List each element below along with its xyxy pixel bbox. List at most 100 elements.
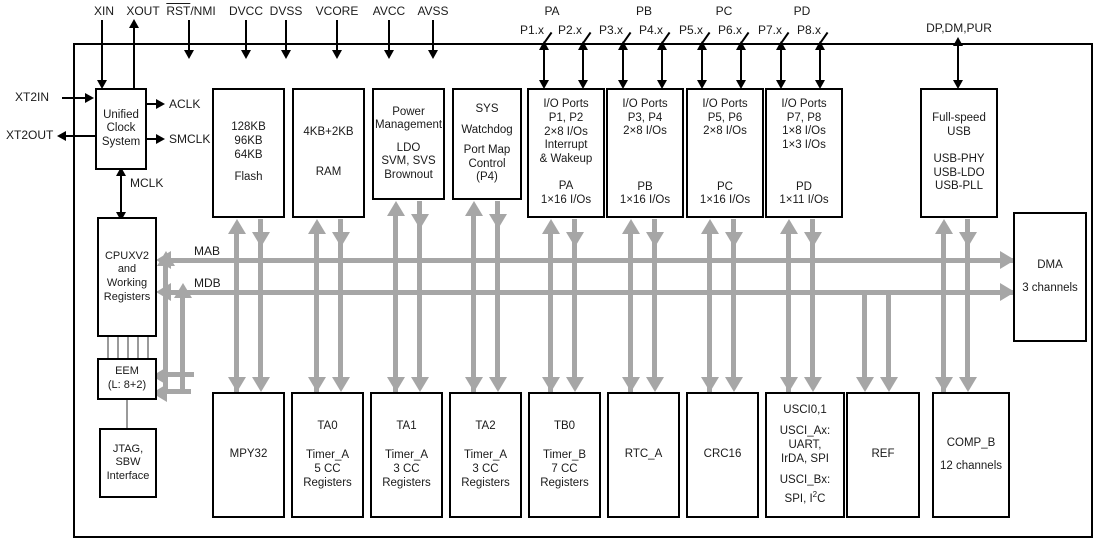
- bus-conn-usb-up-arrow-bot: [935, 377, 953, 392]
- block-ta1[interactable]: TA1 Timer_A 3 CC Registers: [370, 392, 443, 518]
- cpu-eem-hairline-2: [127, 337, 129, 358]
- arrow-p3x-up: [618, 41, 628, 50]
- block-crc16[interactable]: CRC16: [686, 392, 759, 518]
- bus-conn-pd-up-arrow-bot: [780, 377, 798, 392]
- bus-cpu-feed-b: [180, 294, 185, 394]
- block-mpy32[interactable]: MPY32: [212, 392, 285, 518]
- bus-conn-ram-up: [314, 232, 319, 392]
- arrow-avcc-down: [384, 50, 394, 59]
- usci-line-i2c: SPI, I2C: [784, 489, 826, 505]
- bus-conn-pa-up-arrow-bot: [542, 377, 560, 392]
- bus-conn-pc-up-arrow: [701, 219, 719, 234]
- bus-conn-ram-up-arrow-bot: [308, 377, 326, 392]
- block-cpuxv2[interactable]: CPUXV2 and Working Registers: [97, 217, 157, 337]
- io-pa-line-7: 1×16 I/Os: [540, 193, 592, 206]
- block-eem[interactable]: EEM (L: 8+2): [97, 358, 157, 400]
- block-tb0[interactable]: TB0 Timer_B 7 CC Registers: [528, 392, 601, 518]
- usb-line-3: USB-PHY: [933, 153, 985, 166]
- usci-line-3: UART,: [788, 438, 822, 451]
- block-ta0[interactable]: TA0 Timer_A 5 CC Registers: [291, 392, 364, 518]
- block-dma[interactable]: DMA 3 channels: [1013, 212, 1087, 342]
- bus-conn-flash-up: [234, 232, 239, 392]
- arrow-smclk-right: [156, 134, 165, 144]
- bus-conn-pc-down-arrow-bot: [725, 377, 743, 392]
- pin-label-xt2in: XT2IN: [15, 90, 50, 104]
- bus-conn-usb-up: [941, 232, 946, 392]
- ta1-line-2: Timer_A: [384, 449, 429, 462]
- ta2-line-0: TA2: [475, 419, 496, 432]
- eem-line-1: (L: 8+2): [107, 379, 147, 391]
- block-flash[interactable]: 128KB 96KB 64KB Flash: [212, 88, 285, 218]
- bus-conn-pm-up: [393, 214, 398, 392]
- block-jtag-sbw[interactable]: JTAG, SBW Interface: [99, 428, 157, 498]
- cpu-eem-hairline-4: [147, 337, 149, 358]
- bus-cpu-feed-b-arrow: [174, 283, 192, 298]
- ucs-line-1: Clock: [106, 122, 136, 135]
- cpu-eem-hairline-1: [117, 337, 119, 358]
- port-group-label-pb: PB: [635, 4, 652, 18]
- block-io-ports-pb[interactable]: I/O Ports P3, P4 2×8 I/Os PB 1×16 I/Os: [606, 88, 684, 218]
- usci-line-0: USCI0,1: [783, 403, 827, 416]
- ta2-line-2: Timer_A: [463, 449, 508, 462]
- ram-line-0: 4KB+2KB: [303, 126, 354, 139]
- signal-line-xin: [101, 20, 103, 82]
- sys-line-6: (P4): [476, 171, 498, 184]
- block-rtc-a[interactable]: RTC_A: [607, 392, 680, 518]
- arrow-mclk-down: [116, 212, 126, 221]
- pin-label-p5x: P5.x: [678, 23, 703, 37]
- block-usb[interactable]: Full-speed USB USB-PHY USB-LDO USB-PLL: [920, 88, 998, 218]
- bus-conn-pc-up-arrow-bot: [701, 377, 719, 392]
- bus-conn-usb-down-arrow-top: [959, 232, 977, 247]
- comp-line-0: COMP_B: [946, 436, 996, 449]
- bus-conn-ref-a: [862, 294, 867, 380]
- bus-conn-usb-down-arrow-bot: [959, 377, 977, 392]
- bus-conn-pm-down-arrow-bot: [411, 377, 429, 392]
- nmi-text: /NMI: [190, 4, 216, 18]
- block-ram[interactable]: 4KB+2KB RAM: [292, 88, 365, 218]
- arrow-xt2in-right: [85, 93, 94, 103]
- cpu-line-3: Registers: [103, 290, 151, 303]
- pin-label-vcore: VCORE: [315, 4, 359, 18]
- pin-label-p6x: P6.x: [717, 23, 742, 37]
- signal-line-p3x: [622, 46, 624, 86]
- bus-conn-pa-up-arrow: [542, 219, 560, 234]
- block-unified-clock-system[interactable]: Unified Clock System: [95, 88, 147, 170]
- block-usci[interactable]: USCI0,1 USCI_Ax: UART, IrDA, SPI USCI_Bx…: [765, 392, 845, 518]
- pin-label-dvss: DVSS: [269, 4, 303, 18]
- comp-line-2: 12 channels: [939, 459, 1003, 472]
- arrow-p1x-up: [539, 41, 549, 50]
- block-io-ports-pa[interactable]: I/O Ports P1, P2 2×8 I/Os Interrupt & Wa…: [527, 88, 605, 218]
- signal-line-dvss: [285, 20, 287, 52]
- ta0-line-4: Registers: [303, 476, 352, 489]
- bus-conn-pc-down-arrow-top: [725, 232, 743, 247]
- sys-line-2: Watchdog: [461, 123, 513, 136]
- signal-line-mclk: [120, 175, 122, 217]
- bus-conn-flash-down-arrow-bot: [252, 377, 270, 392]
- block-ref[interactable]: REF: [846, 392, 920, 518]
- io-pc-line-0: I/O Ports: [702, 98, 748, 111]
- block-comp-b[interactable]: COMP_B 12 channels: [932, 392, 1010, 518]
- cpu-eem-hairline-0: [107, 337, 109, 358]
- io-pc-line-2: 2×8 I/Os: [703, 125, 747, 138]
- block-ta2[interactable]: TA2 Timer_A 3 CC Registers: [449, 392, 522, 518]
- usb-line-4: USB-LDO: [933, 166, 985, 179]
- block-sys[interactable]: SYS Watchdog Port Map Control (P4): [452, 88, 522, 200]
- pin-label-rst-nmi: RST/NMI: [160, 4, 222, 18]
- dma-line-2: 3 channels: [1022, 281, 1078, 294]
- block-io-ports-pc[interactable]: I/O Ports P5, P6 2×8 I/Os PC 1×16 I/Os: [686, 88, 764, 218]
- flash-line-4: Flash: [234, 171, 263, 184]
- signal-line-p7x: [780, 46, 782, 86]
- sys-line-0: SYS: [475, 103, 499, 116]
- bus-eem-feed-a: [163, 389, 191, 394]
- block-power-management[interactable]: Power Management LDO SVM, SVS Brownout: [372, 88, 445, 200]
- block-io-ports-pd[interactable]: I/O Ports P7, P8 1×8 I/Os 1×3 I/Os PD 1×…: [765, 88, 843, 218]
- bus-conn-pc-up: [707, 232, 712, 392]
- io-pd-line-3: 1×3 I/Os: [782, 139, 826, 151]
- pin-label-p1x: P1.x: [519, 23, 544, 37]
- arrow-p5x-down: [697, 80, 707, 89]
- cpu-line-0: CPUXV2: [104, 249, 150, 262]
- pin-label-avss: AVSS: [417, 4, 449, 18]
- bus-conn-ram-down-arrow-bot: [332, 377, 350, 392]
- signal-line-avcc: [388, 20, 390, 52]
- signal-line-p2x: [582, 46, 584, 86]
